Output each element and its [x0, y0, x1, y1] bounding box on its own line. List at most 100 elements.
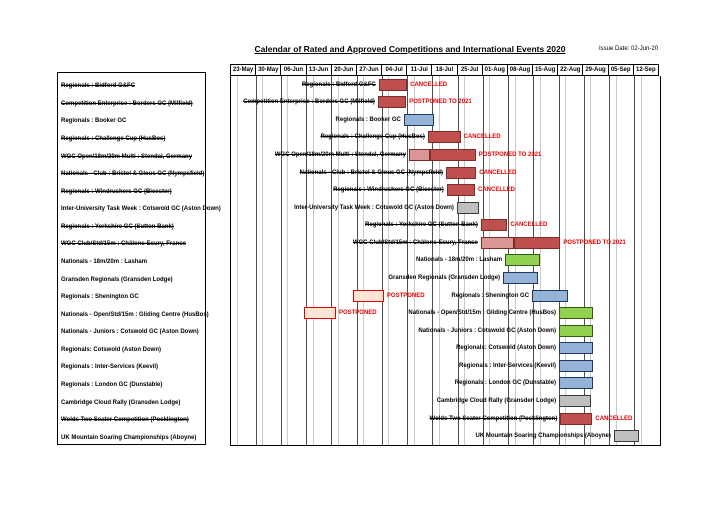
status-text: CANCELLED [479, 169, 517, 176]
bar-event-label: Regionals : Challenge Cup (HusBos) [320, 134, 425, 141]
week-header-cell: 08-Aug [506, 65, 532, 75]
week-gridline [482, 76, 484, 445]
red-event-bar [560, 412, 593, 425]
gantt-row: Regionals : London GC (Dunstable) [231, 375, 660, 393]
week-header-cell: 04-Jul [381, 65, 406, 75]
event-name-label: Regionals: Cotswold (Aston Down) [61, 346, 161, 353]
status-text: CANCELLED [478, 187, 516, 194]
ghost-status-text: POSTPONED [338, 310, 377, 317]
week-header-cell: 12-Sep [632, 65, 658, 75]
week-header-cell: 15-Aug [532, 65, 557, 75]
event-name-label: Regionals : Yorkshire GC (Sutton Bank) [61, 223, 174, 230]
red-event-bar [377, 96, 407, 109]
week-header-cell: 22-Aug [557, 65, 582, 75]
day-gridtick [287, 76, 289, 445]
gantt-row: POSTPONED Regionals : Shenington GC [231, 287, 660, 305]
gantt-row: Regionals : Inter-Services (Keevil) [231, 357, 660, 375]
bar-event-label: Nationals - Juniors : Cotswold GC (Aston… [418, 327, 557, 334]
gray-event-bar [613, 430, 640, 443]
red-event-bar [430, 149, 476, 162]
red-event-bar [513, 236, 561, 249]
event-name-label: Nationals - 18m/20m : Lasham [61, 259, 148, 265]
week-gridline [356, 76, 358, 445]
event-name-label: UK Mountain Soaring Championships (Aboyn… [61, 434, 197, 441]
gantt-row: Regionals : Challenge Cup (HusBos) CANCEL… [231, 129, 660, 147]
event-name-label: Gransden Regionals (Gransden Lodge) [61, 276, 173, 283]
day-gridtick [363, 76, 365, 445]
day-gridtick [438, 76, 440, 445]
status-text: POSTPONED TO 2021 [563, 239, 626, 246]
bar-event-label: Regionals : London GC (Dunstable) [454, 380, 557, 387]
bar-event-label: UK Mountain Soaring Championships (Aboyn… [475, 433, 611, 440]
week-gridline [432, 76, 434, 445]
day-gridtick [489, 76, 491, 445]
event-name-label: Regionals : Windrushers GC (Bicester) [61, 188, 172, 195]
green-event-bar [505, 254, 540, 267]
gantt-row: Inter-University Task Week : Cotswold GC… [231, 199, 660, 217]
ghost-status-text: POSTPONED [386, 292, 425, 299]
bar-event-label: Regionals: Cotswold (Aston Down) [456, 345, 557, 352]
week-header-cell: 27-Jun [355, 65, 381, 75]
page-title: Calendar of Rated and Approved Competiti… [254, 44, 566, 54]
status-text: POSTPONED TO 2021 [478, 152, 542, 159]
postponed-ghost-bar [303, 307, 336, 320]
week-gridline [558, 76, 560, 445]
bar-event-label: Competition Enterprise : Borders GC (Mil… [243, 99, 375, 106]
day-gridtick [590, 76, 592, 445]
week-gridline [583, 76, 585, 445]
status-text: CANCELLED [410, 81, 448, 88]
gantt-body: Regionals : Bidford G&FC CANCELLED Competi… [230, 76, 661, 446]
red-event-bar [446, 166, 477, 179]
week-gridline [280, 76, 282, 445]
green-event-bar [559, 307, 594, 320]
blue-event-bar [503, 272, 538, 285]
bar-event-label: Nationals - Club : Bristol & Glous GC (N… [299, 169, 444, 176]
event-name-label: Inter-University Task Week : Cotswold GC… [61, 206, 221, 213]
lightred-event-bar [480, 236, 514, 249]
week-header-cell: 23-May [232, 67, 254, 73]
week-header-cell: 01-Aug [481, 65, 507, 75]
bar-event-label: Regionals : Windrushers GC (Bicester) [333, 187, 444, 194]
red-event-bar [480, 219, 508, 232]
day-gridtick [337, 76, 339, 445]
gray-event-bar [456, 201, 480, 214]
bar-event-label: WGC Club/Std/15m : Châlons-Ecury, France [352, 239, 478, 246]
day-gridtick [464, 76, 466, 445]
event-name-label: WGC Open/18m/20m Multi : Stendal, German… [61, 153, 193, 160]
red-event-bar [446, 184, 475, 197]
gantt-row: WGC Open/18m/20m Multi : Stendal, German… [231, 146, 660, 164]
bar-event-label: Nationals - Open/Std/15m : Gliding Centr… [408, 310, 557, 317]
lightred-event-bar [408, 149, 431, 162]
bar-event-label: WGC Open/18m/20m Multi : Stendal, German… [274, 152, 406, 159]
status-text: POSTPONED TO 2021 [409, 99, 472, 106]
gantt-row: Cambridge Cloud Rally (Gransden Lodge) [231, 392, 660, 410]
day-gridtick [539, 76, 541, 445]
gantt-row: Regionals : Yorkshire GC (Sutton Bank) CA… [231, 217, 660, 235]
event-label-column: Regionals : Bidford G&FC Competition Ente… [57, 72, 221, 445]
week-header-cell: 25-Jul [456, 65, 482, 75]
event-name-label: Regionals : Shenington GC [61, 294, 139, 301]
gantt-row: Wolds Two Seater Competition (Pocklingto… [231, 410, 660, 428]
bar-event-label: Nationals - 18m/20m : Lasham [416, 257, 503, 264]
bar-event-label: Gransden Regionals (Gransden Lodge) [388, 275, 501, 282]
gantt-row: Regionals : Booker GC [231, 111, 660, 129]
blue-event-bar [559, 359, 594, 372]
bar-event-label: Wolds Two Seater Competition (Pocklingto… [429, 415, 558, 422]
bar-event-label: Regionals : Booker GC [335, 116, 401, 123]
gantt-row: Nationals - Club : Bristol & Glous GC (N… [231, 164, 660, 182]
week-gridline [255, 76, 257, 445]
week-header-cell: 11-Jul [406, 65, 431, 75]
event-name-label: Regionals : London GC (Dunstable) [61, 382, 163, 388]
day-gridtick [640, 76, 642, 445]
green-event-bar [559, 324, 594, 337]
event-name-label: WGC Club/Std/15m : Châlons-Ecury, France [61, 241, 186, 248]
day-gridtick [565, 76, 567, 445]
gantt-row: WGC Club/Std/15m : Châlons-Ecury, France… [231, 234, 660, 252]
bar-event-label: Inter-University Task Week : Cotswold GC… [294, 204, 454, 211]
red-event-bar [378, 78, 408, 91]
gantt-row: Regionals: Cotswold (Aston Down) [231, 340, 660, 358]
gantt-row: Competition Enterprise : Borders GC (Mil… [231, 94, 660, 112]
event-name-label: Nationals - Open/Std/15m : Gliding Centr… [61, 311, 209, 318]
gantt-row: Regionals : Bidford G&FC CANCELLED [231, 76, 660, 94]
day-gridtick [262, 76, 264, 445]
